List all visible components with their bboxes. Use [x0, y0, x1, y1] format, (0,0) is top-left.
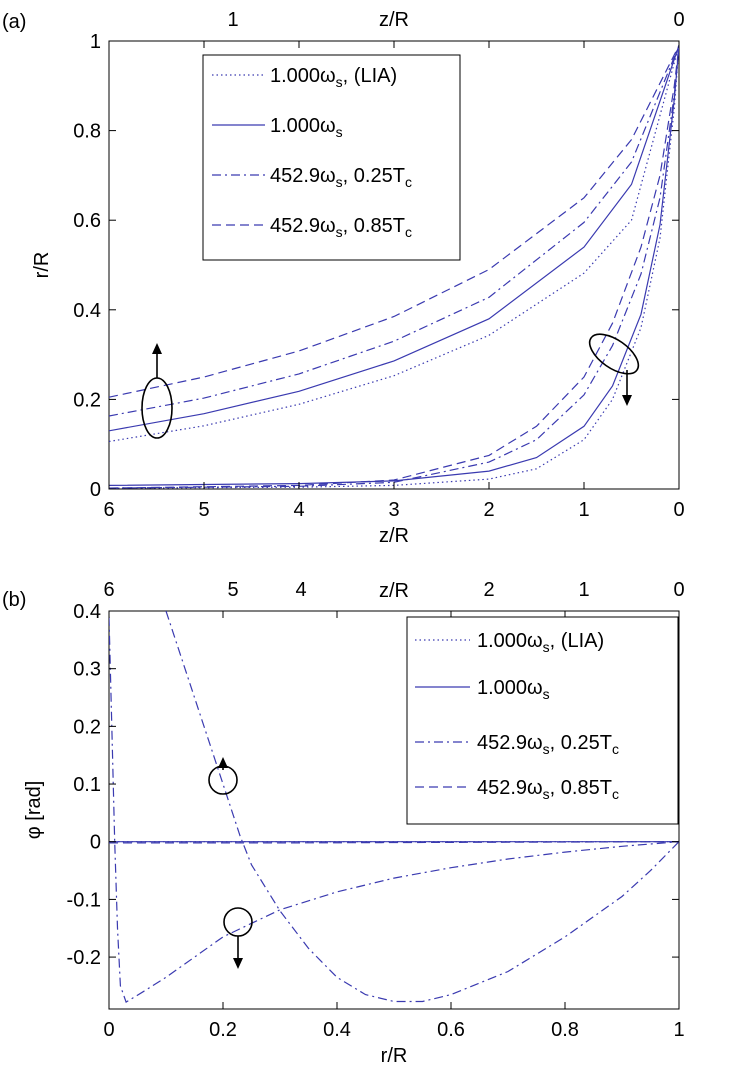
- panel-b-curves: [109, 611, 679, 1003]
- panel-a-y-ticks: 0 0.2 0.4 0.6 0.8 1: [73, 31, 679, 501]
- x-tick-label: 6: [103, 499, 114, 521]
- series-line-solid-upper-1: [109, 45, 679, 432]
- top-x-tick-label: 6: [103, 579, 114, 601]
- panel-b-ylabel: φ [rad]: [23, 781, 45, 840]
- top-x-tick-label: 4: [295, 579, 306, 601]
- x-tick-label: 0.6: [437, 1019, 465, 1041]
- series-line-dashdot-lower-6: [109, 45, 679, 489]
- panel-a-label: (a): [2, 11, 26, 33]
- panel-a-legend-box: [202, 54, 461, 261]
- series-line-dotted-lower-4: [109, 45, 679, 489]
- y-tick-label: 0.2: [73, 389, 101, 411]
- panel-a-ylabel: r/R: [31, 252, 53, 279]
- series-line-dashdot-upper-2: [109, 45, 679, 417]
- legend-label: 452.9ωs, 0.85Tc: [477, 777, 619, 802]
- legend-label: 452.9ωs, 0.85Tc: [270, 215, 412, 240]
- panel-b-up-arrowhead: [218, 757, 228, 768]
- y-tick-label: 0.6: [73, 210, 101, 232]
- panel-b: (b) 0 0.2 0.4 0.6 0.8 1 -0.2 -0.1 0 0.1 0.2 0.3 0.4…: [2, 579, 685, 1067]
- legend-label: 452.9ωs, 0.25Tc: [270, 165, 412, 190]
- panel-a-x-ticks: 6 5 4 3 2 1 0: [103, 41, 685, 521]
- y-tick-label: 0.4: [73, 601, 101, 623]
- legend-label: 452.9ωs, 0.25Tc: [477, 732, 619, 757]
- y-tick-label: 0.8: [73, 121, 101, 143]
- panel-b-legend-box: [406, 616, 679, 825]
- x-tick-label: 0.2: [209, 1019, 237, 1041]
- x-tick-label: 0.4: [323, 1019, 351, 1041]
- panel-a-xlabel: z/R: [379, 525, 409, 547]
- series-line-dashdot-3: [165, 611, 679, 1003]
- panel-b-down-arrowhead: [233, 958, 243, 969]
- x-tick-label: 1: [578, 499, 589, 521]
- y-tick-label: -0.2: [67, 947, 101, 969]
- y-tick-label: 0: [90, 832, 101, 854]
- x-tick-label: 4: [293, 499, 304, 521]
- y-tick-label: 1: [90, 31, 101, 53]
- x-tick-label: 3: [388, 499, 399, 521]
- x-tick-label: 0.8: [551, 1019, 579, 1041]
- panel-b-label: (b): [2, 589, 26, 611]
- top-x-tick-label: 2: [483, 579, 494, 601]
- panel-b-top-xlabel: z/R: [379, 580, 409, 602]
- panel-a-lower-group-marker: [588, 333, 640, 375]
- y-tick-label: 0.1: [73, 774, 101, 796]
- series-line-dashdot-2: [109, 616, 679, 1003]
- legend-label: 1.000ωs, (LIA): [477, 630, 604, 655]
- x-tick-label: 5: [198, 499, 209, 521]
- series-line-dashed-lower-7: [109, 45, 679, 489]
- panel-a-up-arrowhead: [152, 343, 162, 354]
- legend-label: 1.000ωs: [477, 677, 550, 702]
- series-line-dotted-upper-0: [109, 45, 679, 443]
- y-tick-label: 0.2: [73, 716, 101, 738]
- panel-b-xlabel: r/R: [381, 1045, 408, 1067]
- series-line-dashed-upper-3: [109, 45, 679, 398]
- x-tick-label: 0: [103, 1019, 114, 1041]
- panel-b-upper-marker: [208, 765, 238, 795]
- axes-b-frame: [108, 610, 680, 1010]
- top-x-tick-label: 1: [578, 579, 589, 601]
- top-x-tick-label: 0: [673, 579, 684, 601]
- y-tick-label: 0.4: [73, 300, 101, 322]
- top-x-tick-label: 0: [673, 9, 684, 31]
- top-x-tick-label: 1: [227, 9, 238, 31]
- y-tick-label: -0.1: [67, 889, 101, 911]
- panel-a-down-arrowhead: [622, 395, 632, 406]
- x-tick-label: 1: [673, 1019, 684, 1041]
- panel-b-y-ticks: -0.2 -0.1 0 0.1 0.2 0.3 0.4: [67, 601, 679, 969]
- panel-b-top-ticks: 6 5 4 2 1 0: [103, 579, 684, 601]
- legend-label: 1.000ωs, (LIA): [270, 65, 397, 90]
- panel-b-lower-marker: [223, 907, 253, 937]
- series-line-dashed-4: [109, 841, 679, 844]
- x-tick-label: 2: [483, 499, 494, 521]
- panel-b-legend: 1.000ωs, (LIA) 1.000ωs 452.9ωs, 0.25Tc 452.…: [406, 616, 679, 825]
- legend-label: 1.000ωs: [270, 115, 343, 140]
- panel-a-legend: 1.000ωs, (LIA) 1.000ωs 452.9ωs, 0.25Tc 452.…: [202, 54, 461, 261]
- top-x-tick-label: 5: [227, 579, 238, 601]
- panel-b-x-ticks: 0 0.2 0.4 0.6 0.8 1: [103, 611, 685, 1041]
- x-tick-label: 0: [673, 499, 684, 521]
- panel-a-top-xlabel: z/R: [379, 9, 409, 31]
- panel-a-curves: [109, 45, 679, 489]
- y-tick-label: 0.3: [73, 659, 101, 681]
- y-tick-label: 0: [90, 479, 101, 501]
